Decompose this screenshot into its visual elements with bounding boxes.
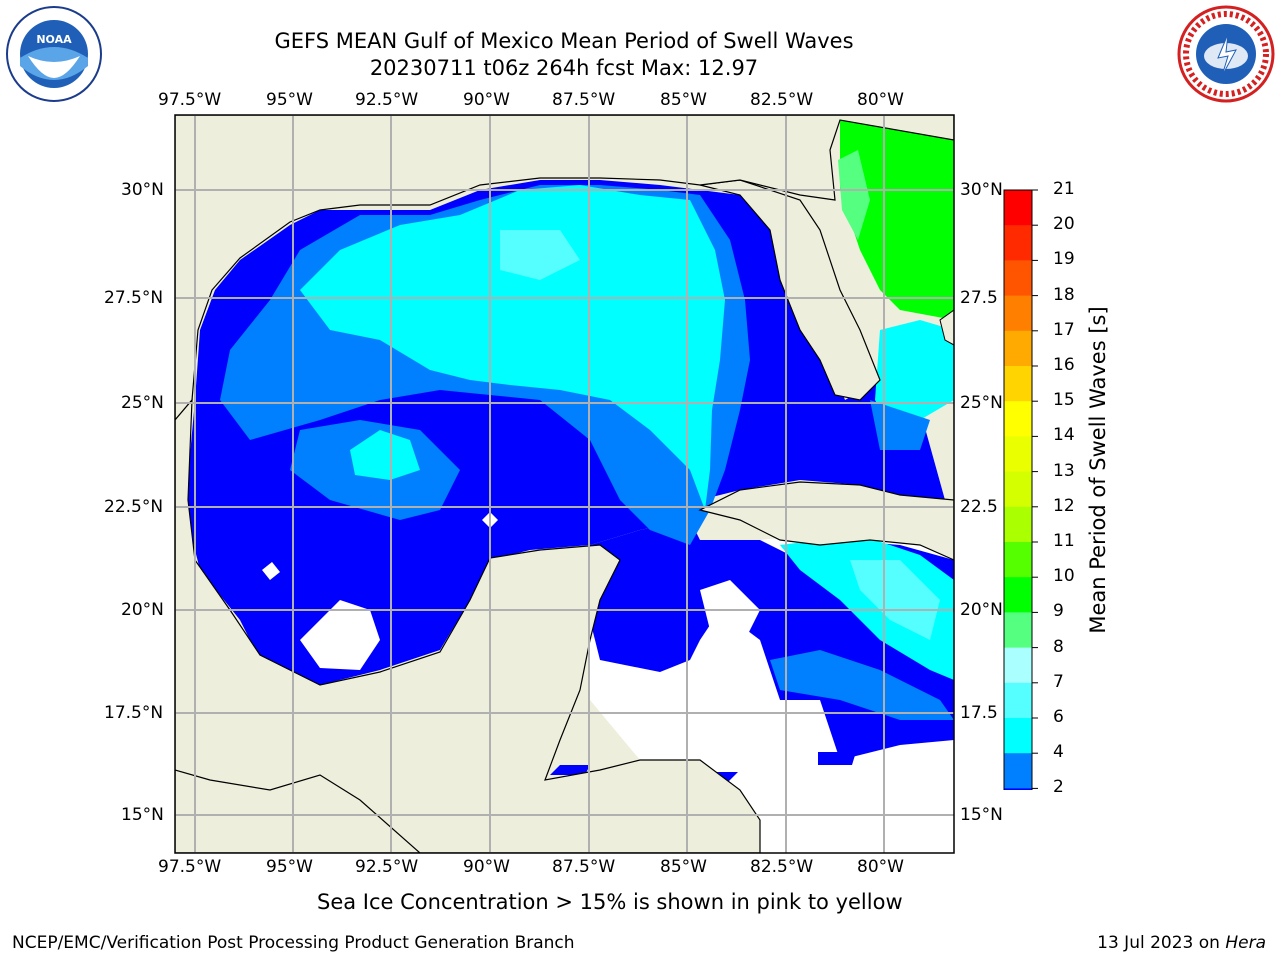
colorbar-tick-label: 19 [1053,249,1075,270]
lat-label: 17.5 [960,703,998,723]
lat-label: 20°N [960,600,1003,620]
colorbar-tick-label: 9 [1053,601,1064,622]
colorbar-segment [1004,718,1032,754]
lat-label: 27.5°N [104,288,164,308]
sea-ice-note: Sea Ice Concentration > 15% is shown in … [317,890,903,914]
mexico-land [175,398,761,853]
footer-date: 13 Jul 2023 on Hera [1097,933,1266,953]
lat-label: 30°N [960,180,1003,200]
colorbar-segment [1004,753,1032,789]
colorbar-tick-label: 7 [1053,671,1064,692]
lat-label: 15°N [960,805,1003,825]
lon-label: 97.5°W [158,90,222,110]
lon-label: 95°W [266,857,313,877]
colorbar-segment [1004,401,1032,437]
map-frame [174,114,955,854]
footer-credit: NCEP/EMC/Verification Post Processing Pr… [12,933,575,953]
colorbar-segment [1004,225,1032,261]
lon-label: 87.5°W [552,857,616,877]
colorbar-tick-label: 8 [1053,636,1064,657]
colorbar-segment [1004,366,1032,402]
colorbar-segment [1004,471,1032,508]
noaa-logo: NOAA [6,6,102,102]
colorbar-tick-label: 2 [1053,777,1064,798]
colorbar-tick-label: 6 [1053,707,1064,727]
lon-label: 95°W [266,90,313,110]
colorbar-segment [1004,330,1032,367]
colorbar-tick-label: 21 [1053,179,1075,199]
svg-text:NOAA: NOAA [36,33,72,46]
colorbar-segment [1004,436,1032,473]
colorbar-tick-label: 10 [1053,566,1075,587]
lon-label: 97.5°W [158,857,222,877]
lat-label: 25°N [121,393,164,413]
lon-label: 90°W [463,90,510,110]
bahamas-land [939,309,954,346]
colorbar-segment [1004,542,1032,578]
colorbar-tick-label: 17 [1053,319,1075,340]
lon-label: 85°W [660,90,707,110]
gulf-cyan-core [300,185,725,510]
lat-label: 30°N [121,180,164,200]
colorbar-tick-label: 4 [1053,742,1064,763]
lon-label: 92.5°W [355,90,419,110]
chart-subtitle: 20230711 t06z 264h fcst Max: 12.97 [369,56,759,80]
lat-label: 20°N [121,600,164,620]
colorbar-segment [1004,612,1032,649]
lon-label: 92.5°W [355,857,419,877]
lat-label: 15°N [121,805,164,825]
colorbar-segment [1004,295,1032,332]
colorbar-tick-label: 14 [1053,425,1075,446]
colorbar-tick-label: 15 [1053,390,1075,411]
colorbar-segment [1004,506,1032,543]
footer-host: Hera [1225,933,1266,953]
colorbar [1003,189,1038,790]
florida-land [699,179,881,401]
lon-label: 87.5°W [552,90,616,110]
colorbar-tick-label: 13 [1053,460,1075,481]
colorbar-segment [1004,788,1032,790]
atlantic-green [840,115,954,320]
colorbar-segment [1004,190,1032,226]
colorbar-segment [1004,260,1032,297]
lat-label: 17.5°N [104,703,164,723]
lon-label: 90°W [463,857,510,877]
lat-label: 25°N [960,393,1003,413]
colorbar-segment [1004,682,1032,719]
lon-label: 80°W [857,857,904,877]
lon-label: 80°W [857,90,904,110]
footer-date-text: 13 Jul 2023 on [1097,933,1226,953]
colorbar-segment [1004,577,1032,613]
colorbar-tick-label: 16 [1053,355,1075,375]
lon-label: 82.5°W [750,90,814,110]
us-coast [175,115,954,421]
lon-label: 82.5°W [750,857,814,877]
colorbar-tick-label: 12 [1053,495,1075,516]
lat-label: 22.5 [960,497,998,517]
colorbar-label: Mean Period of Swell Waves [s] [1086,306,1110,634]
lat-label: 27.5 [960,288,998,308]
colorbar-segment [1004,647,1032,684]
chart-title: GEFS MEAN Gulf of Mexico Mean Period of … [274,29,854,53]
cuba-land [698,481,954,561]
graticule [175,115,954,853]
colorbar-tick-label: 11 [1053,531,1075,551]
colorbar-tick-label: 20 [1053,214,1075,235]
lat-label: 22.5°N [104,497,164,517]
lon-label: 85°W [660,857,707,877]
colorbar-tick-label: 18 [1053,284,1075,305]
nws-logo [1176,4,1276,104]
